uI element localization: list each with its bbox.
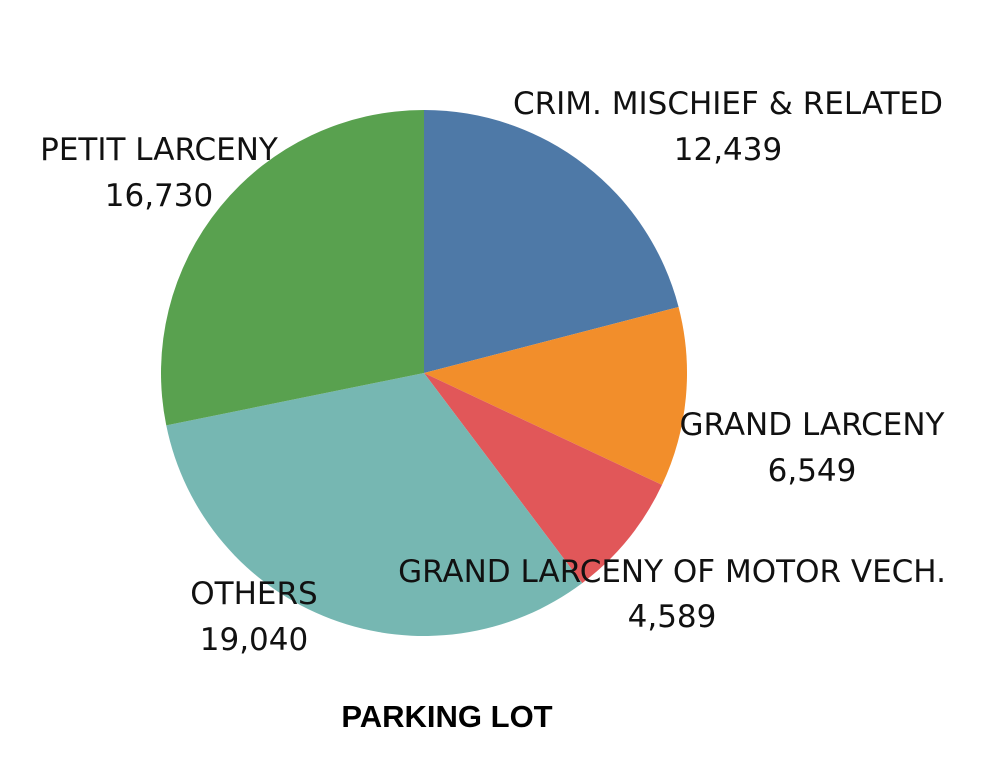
pie-slice-5 xyxy=(161,110,424,426)
slice-category-label: GRAND LARCENY xyxy=(680,407,945,443)
slice-category-label: CRIM. MISCHIEF & RELATED xyxy=(513,86,943,122)
slice-value-label: 16,730 xyxy=(105,178,213,214)
slice-category-label: PETIT LARCENY xyxy=(40,132,278,168)
pie-slice-4 xyxy=(166,373,583,636)
pie-slice-1 xyxy=(424,110,679,373)
pie-slice-2 xyxy=(424,306,688,485)
slice-value-label: 4,589 xyxy=(628,599,717,635)
slice-category-label: OTHERS xyxy=(190,576,317,612)
slice-labels: CRIM. MISCHIEF & RELATED 12,439 GRAND LARC… xyxy=(40,86,946,658)
slice-category-label: GRAND LARCENY OF MOTOR VECH. xyxy=(398,554,946,590)
slice-value-label: 19,040 xyxy=(200,622,308,658)
pie-slices xyxy=(161,110,688,636)
slice-value-label: 6,549 xyxy=(768,453,857,489)
pie-slice-3 xyxy=(424,373,663,584)
slice-value-label: 12,439 xyxy=(674,132,782,168)
chart-title: PARKING LOT xyxy=(341,699,552,734)
